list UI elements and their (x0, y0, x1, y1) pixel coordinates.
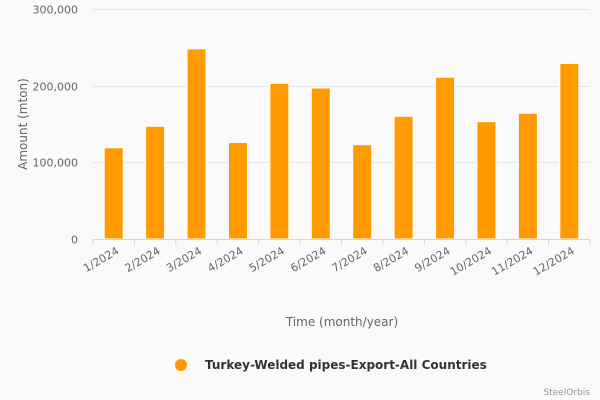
x-tick-label: 11/2024 (489, 244, 535, 278)
x-tick-label: 1/2024 (81, 244, 121, 275)
x-tick-label: 8/2024 (371, 244, 411, 275)
y-axis-title: Amount (mton) (16, 78, 30, 170)
x-tick-label: 6/2024 (288, 244, 328, 275)
legend-item[interactable]: Turkey-Welded pipes-Export-All Countries (175, 358, 487, 372)
legend-marker (175, 359, 187, 371)
bar[interactable] (517, 112, 538, 240)
x-tick-label: 9/2024 (413, 244, 453, 275)
credit-text[interactable]: SteelOrbis (543, 388, 590, 398)
bar[interactable] (269, 82, 290, 240)
bar[interactable] (559, 62, 580, 240)
y-tick-label: 200,000 (33, 81, 79, 94)
x-tick-label: 7/2024 (330, 244, 370, 275)
x-tick-label: 4/2024 (205, 244, 245, 275)
x-axis-title: Time (month/year) (285, 315, 398, 329)
bar[interactable] (103, 147, 124, 240)
legend-label: Turkey-Welded pipes-Export-All Countries (205, 358, 487, 372)
x-tick-label: 2/2024 (123, 244, 163, 275)
y-tick-label: 300,000 (33, 4, 79, 17)
y-tick-label: 100,000 (33, 157, 79, 170)
bar[interactable] (186, 48, 207, 240)
bar[interactable] (227, 141, 248, 240)
x-tick-label: 12/2024 (531, 244, 577, 278)
bar[interactable] (352, 144, 373, 240)
bar[interactable] (476, 121, 497, 240)
bar[interactable] (435, 76, 456, 240)
x-tick-label: 10/2024 (448, 244, 494, 278)
x-tick-label: 5/2024 (247, 244, 287, 275)
x-tick-label: 3/2024 (164, 244, 204, 275)
bar[interactable] (145, 125, 166, 240)
bar[interactable] (393, 115, 414, 240)
bar[interactable] (310, 87, 331, 240)
y-tick-label: 0 (71, 234, 78, 247)
